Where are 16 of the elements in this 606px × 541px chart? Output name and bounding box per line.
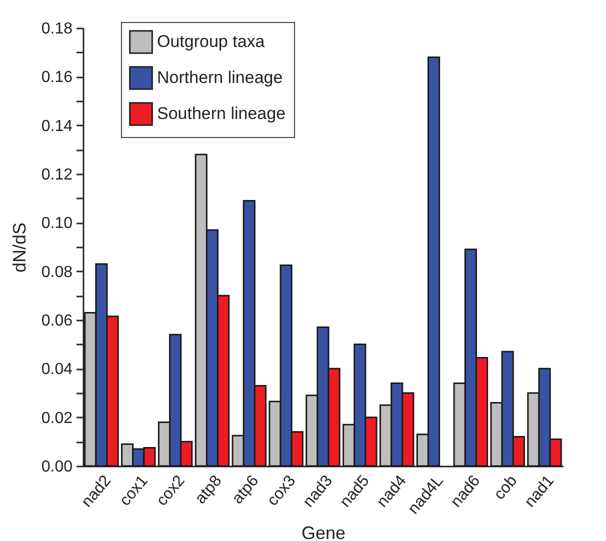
y-tick-label: 0.16: [41, 69, 73, 86]
y-tick-label: 0.02: [41, 410, 73, 427]
x-axis-title: Gene: [301, 522, 346, 541]
y-tick-label: 0.10: [41, 215, 73, 232]
y-tick-label: 0.14: [41, 118, 73, 135]
y-tick-label: 0.18: [41, 20, 73, 38]
y-axis-title: dN/dS: [9, 222, 30, 273]
x-tick-label: cob: [491, 472, 521, 504]
y-tick-label: 0.12: [41, 166, 73, 184]
legend-label: Northern lineage: [157, 68, 283, 87]
y-tick-label: 0.04: [41, 361, 73, 378]
legend-label: Southern lineage: [157, 104, 286, 123]
y-tick-label: 0.08: [41, 264, 73, 281]
legend-label: Outgroup taxa: [157, 32, 266, 51]
y-tick-label: 0.06: [41, 312, 73, 330]
y-tick-label: 0.00: [41, 458, 73, 476]
